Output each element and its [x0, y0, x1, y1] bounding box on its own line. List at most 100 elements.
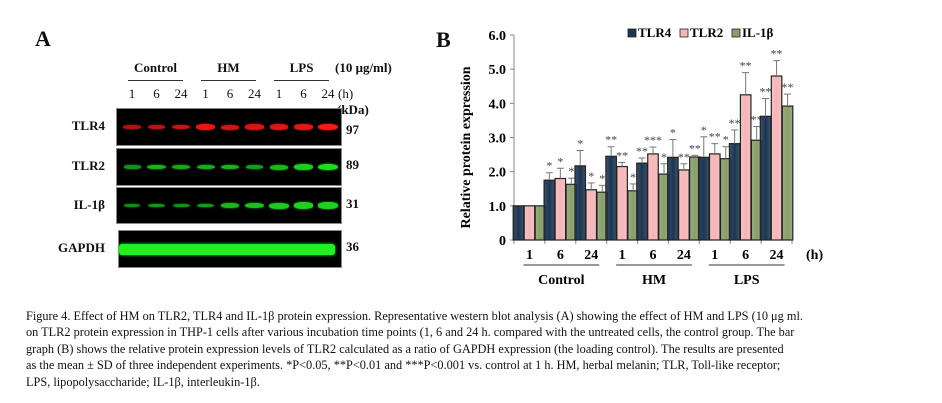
bar-tlr4 — [667, 156, 679, 241]
y-tick-label: 4.0 — [489, 97, 507, 112]
significance-marker: ** — [678, 150, 690, 164]
significance-marker: ** — [760, 85, 772, 99]
blot-label-il1: IL-1β — [73, 196, 105, 212]
group-label-control: Control — [538, 273, 585, 288]
caption-line: graph (B) shows the relative protein exp… — [26, 341, 784, 356]
y-tick-label: 3.0 — [489, 132, 507, 147]
x-tick-label: 1 — [711, 248, 718, 263]
molecular-weight: 31 — [346, 195, 359, 211]
protein-band — [196, 164, 215, 170]
lane-label: 1 — [275, 86, 283, 101]
bar-tlr2 — [678, 169, 690, 241]
significance-marker: * — [701, 123, 707, 137]
protein-band — [172, 164, 190, 170]
lane-label: 6 — [226, 86, 234, 101]
significance-marker: ** — [751, 113, 763, 127]
group-label-hm: HM — [642, 273, 666, 288]
lane-label: 1 — [202, 86, 209, 101]
bar-tlr2 — [554, 177, 567, 241]
time-unit-label: (h) — [338, 86, 354, 101]
protein-band — [220, 203, 240, 208]
legend-label: IL-1β — [742, 25, 774, 40]
group-label-control: Control — [133, 60, 178, 75]
blot-image — [116, 187, 342, 224]
bar-tlr2 — [647, 153, 659, 241]
bar-il1 — [781, 105, 794, 241]
blot-label-gapdh: GAPDH — [58, 240, 105, 255]
significance-marker: ** — [689, 141, 701, 155]
group-underline — [274, 80, 329, 81]
caption-line: on TLR2 protein expression in THP-1 cell… — [26, 325, 795, 340]
significance-marker: * — [630, 170, 636, 184]
caption-line: Figure 4. Effect of HM on TLR2, TLR4 and… — [26, 309, 803, 323]
protein-band — [123, 125, 141, 129]
significance-marker: * — [557, 154, 563, 168]
group-label-lps: LPS — [734, 273, 760, 288]
blot-label-tlr4: TLR4 — [71, 118, 105, 133]
significance-marker: ** — [729, 116, 741, 130]
protein-band — [123, 165, 141, 169]
protein-band — [220, 124, 240, 130]
x-tick-label: 24 — [677, 248, 691, 263]
lane-label: 6 — [300, 86, 307, 101]
blot-label-tlr2: TLR2 — [71, 158, 105, 173]
significance-marker: * — [588, 169, 594, 183]
bar-tlr2 — [708, 153, 721, 241]
significance-marker: * — [723, 133, 729, 147]
protein-band — [196, 203, 215, 208]
bar-tlr2 — [739, 94, 752, 241]
protein-band — [318, 123, 338, 131]
protein-band — [172, 203, 190, 208]
legend-label: TLR4 — [638, 25, 672, 40]
protein-band — [195, 124, 216, 130]
legend-swatch-tlr2 — [679, 28, 689, 38]
significance-marker: * — [670, 126, 676, 140]
bar-tlr4 — [636, 162, 648, 241]
bar-tlr4 — [605, 155, 617, 241]
bar-chart: 0 1.0 2.0 3.0 4.0 5.0 6.0 Relative protein expr… — [459, 25, 823, 288]
group-underline — [128, 80, 183, 81]
significance-marker: * — [568, 164, 574, 178]
protein-band — [269, 164, 289, 170]
x-tick-label: 6 — [742, 248, 749, 263]
protein-band — [293, 164, 314, 170]
significance-marker: ** — [771, 47, 783, 61]
panel-a-letter: A — [35, 26, 51, 51]
legend-label: TLR2 — [690, 25, 723, 40]
significance-marker: * — [546, 159, 552, 173]
bar-tlr4 — [512, 205, 525, 241]
x-tick-label: 24 — [584, 248, 598, 263]
bar-tlr4 — [574, 165, 587, 241]
y-axis-label: Relative protein expression — [459, 66, 474, 228]
significance-marker: ** — [782, 80, 794, 94]
legend-swatch-tlr4 — [627, 28, 637, 38]
y-tick-label: 6.0 — [489, 29, 507, 44]
y-tick-label: 2.0 — [489, 166, 507, 181]
y-tick-label: 0 — [499, 234, 506, 249]
protein-band — [269, 202, 289, 209]
significance-marker: ** — [605, 133, 617, 147]
protein-band — [245, 202, 264, 209]
lane-label: 24 — [321, 86, 335, 101]
significance-marker: ** — [636, 144, 648, 158]
x-tick-label: 1 — [619, 248, 626, 263]
bar-tlr2 — [585, 189, 598, 241]
protein-band — [147, 203, 166, 208]
protein-band — [293, 202, 314, 209]
x-unit-label: (h) — [806, 248, 823, 263]
dose-label: (10 μg/ml) — [335, 60, 392, 75]
significance-marker: * — [599, 171, 605, 185]
x-tick-label: 6 — [650, 248, 657, 263]
protein-band — [147, 124, 166, 130]
protein-band — [172, 124, 190, 130]
lane-label: 24 — [174, 86, 188, 101]
y-tick-label: 5.0 — [489, 63, 507, 78]
molecular-weight: 36 — [346, 239, 359, 254]
panel-b-letter: B — [436, 27, 451, 52]
bar-tlr4 — [543, 179, 556, 241]
protein-band — [147, 164, 166, 170]
protein-band — [318, 163, 338, 171]
significance-marker: ** — [740, 59, 752, 73]
protein-band — [123, 204, 141, 207]
protein-band — [318, 202, 338, 209]
